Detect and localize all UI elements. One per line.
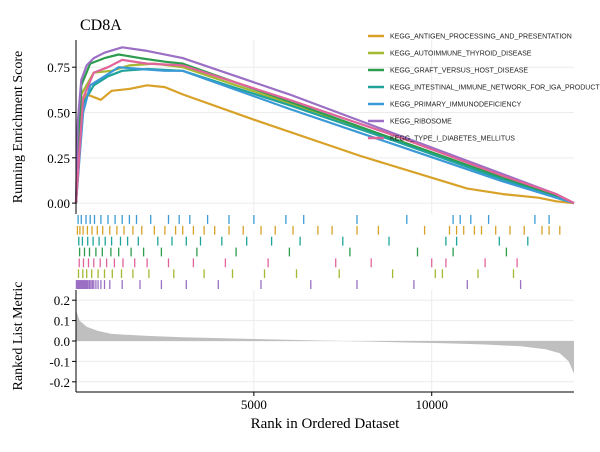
metric-ytick-label-3: -0.1 (49, 354, 70, 369)
xtick-label-0: 5000 (241, 397, 267, 412)
xtick-label-1: 10000 (415, 397, 448, 412)
legend-label-3: KEGG_INTESTINAL_IMMUNE_NETWORK_FOR_IGA_P… (390, 85, 600, 92)
es-line-5 (74, 46, 575, 205)
legend-label-2: KEGG_GRAFT_VERSUS_HOST_DISEASE (390, 68, 528, 75)
es-line-6 (74, 58, 575, 205)
legend-label-0: KEGG_ANTIGEN_PROCESSING_AND_PRESENTATION (390, 34, 572, 41)
legend-label-6: KEGG_TYPE_I_DIABETES_MELLITUS (390, 136, 515, 143)
es-ytick-label-3: 0.75 (47, 60, 70, 75)
es-line-2 (74, 53, 575, 205)
es-panel-background (76, 40, 574, 214)
es-ytick-label-0: 0.00 (47, 196, 70, 211)
es-line-4 (74, 66, 575, 205)
metric-ytick-label-0: 0.2 (54, 293, 70, 308)
enrichment-score-panel: 0.00 0.25 0.50 0.75 Running Enrichment Scor… (11, 40, 575, 214)
x-ticks: 5000 10000 (241, 392, 448, 412)
x-axis-label: Rank in Ordered Dataset (251, 416, 401, 432)
ranked-metric-panel: 0.2 0.1 0.0 -0.1 -0.2 5000 10000 Ranked List … (11, 282, 574, 432)
es-ytick-label-1: 0.25 (47, 151, 70, 166)
legend-label-5: KEGG_RIBOSOME (390, 119, 452, 126)
es-lines (74, 46, 575, 205)
metric-ytick-label-4: -0.2 (49, 375, 70, 390)
legend: KEGG_ANTIGEN_PROCESSING_AND_PRESENTATION… (368, 34, 600, 143)
metric-y-ticks: 0.2 0.1 0.0 -0.1 -0.2 (49, 293, 76, 390)
legend-label-1: KEGG_AUTOIMMUNE_THYROID_DISEASE (390, 51, 532, 58)
hit-marks-panel (75, 215, 561, 289)
legend-label-4: KEGG_PRIMARY_IMMUNODEFICIENCY (390, 102, 522, 109)
metric-ytick-label-2: 0.0 (54, 334, 70, 349)
es-y-axis-label: Running Enrichment Score (11, 51, 26, 203)
metric-y-axis-label: Ranked List Metric (11, 282, 26, 391)
metric-ytick-label-1: 0.1 (54, 314, 70, 329)
es-line-0 (74, 84, 575, 205)
ranked-metric-area (76, 310, 574, 374)
chart-title: CD8A (80, 17, 122, 34)
es-y-ticks: 0.00 0.25 0.50 0.75 (47, 60, 76, 211)
es-ytick-label-2: 0.50 (47, 106, 70, 121)
